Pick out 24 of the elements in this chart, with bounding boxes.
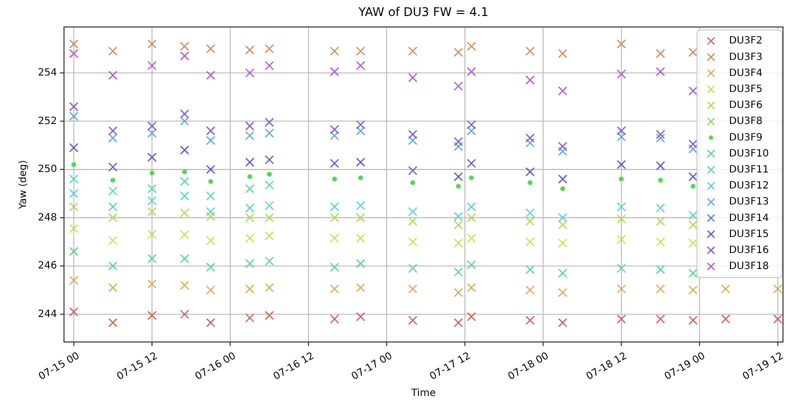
y-tick-label: 246: [38, 260, 57, 272]
legend-label: DU3F9: [729, 132, 762, 144]
legend-label: DU3F14: [729, 212, 769, 224]
legend-label: DU3F8: [729, 116, 762, 128]
legend-label: DU3F18: [729, 261, 769, 272]
y-tick-label: 244: [38, 308, 57, 320]
legend-label: DU3F5: [729, 84, 762, 96]
legend-label: DU3F4: [729, 68, 762, 79]
legend-label: DU3F3: [729, 52, 762, 63]
legend-label: DU3F6: [729, 100, 762, 112]
chart-title: YAW of DU3 FW = 4.1: [357, 5, 489, 19]
y-tick-label: 248: [38, 212, 57, 224]
legend-label: DU3F2: [729, 36, 762, 47]
y-tick-label: 252: [38, 116, 57, 127]
legend-label: DU3F15: [729, 228, 769, 240]
legend-label: DU3F13: [729, 196, 769, 208]
legend-label: DU3F11: [729, 164, 769, 176]
y-tick-label: 250: [38, 164, 57, 176]
y-axis-title: Yaw (deg): [18, 160, 29, 210]
y-tick-label: 254: [38, 68, 57, 79]
legend-label: DU3F12: [729, 180, 769, 192]
x-axis-title: Time: [410, 388, 436, 399]
legend-label: DU3F10: [729, 148, 769, 160]
legend-label: DU3F16: [729, 245, 769, 256]
